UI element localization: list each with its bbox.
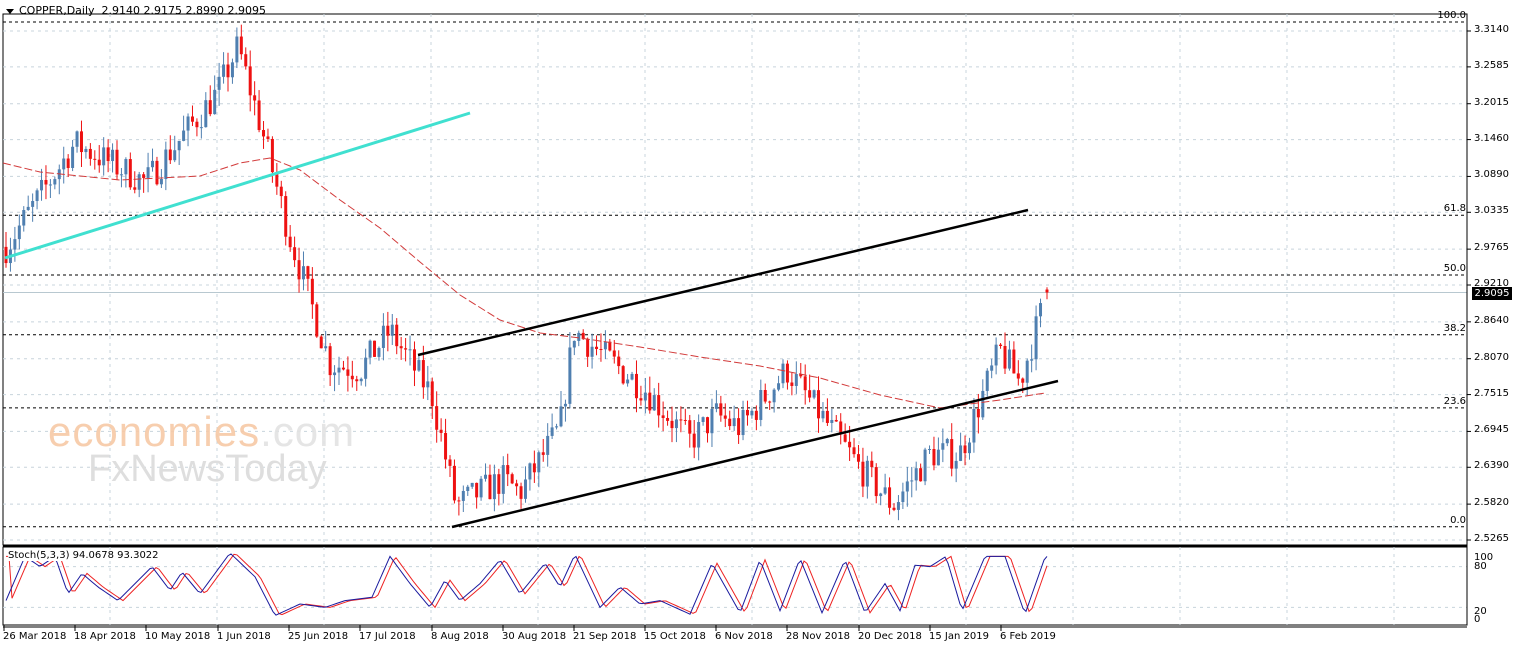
price-tick-label: 3.1460 [1474,132,1509,144]
date-tick-label: 20 Dec 2018 [858,631,922,642]
date-tick-label: 28 Nov 2018 [786,631,851,642]
date-tick-label: 1 Jun 2018 [217,631,271,642]
date-tick-label: 15 Jan 2019 [929,631,989,642]
date-tick-label: 17 Jul 2018 [359,631,416,642]
stoch-main-line [5,553,1048,616]
symbol-label: COPPER,Daily [19,4,95,17]
price-tick-label: 2.6390 [1474,460,1509,472]
candlesticks[interactable] [4,24,1049,521]
price-tick-label: 3.2585 [1474,59,1509,71]
dropdown-triangle-icon[interactable] [6,8,14,14]
fib-label: 0.0 [1450,514,1466,526]
date-tick-label: 15 Oct 2018 [644,631,706,642]
price-tick-label: 2.5265 [1474,533,1509,544]
date-tick-label: 6 Feb 2019 [1000,631,1056,642]
chart-title: COPPER,Daily 2.9140 2.9175 2.8990 2.9095 [6,4,266,17]
date-tick-label: 8 Aug 2018 [431,631,489,642]
watermark-fxnewstoday: FxNewsToday [88,448,327,490]
stoch-tick-label: 100 [1474,552,1494,563]
price-tick-label: 2.9210 [1474,278,1509,289]
date-tick-label: 6 Nov 2018 [715,631,773,642]
stoch-tick-label: 0 [1474,614,1481,625]
fib-label: 50.0 [1443,262,1466,274]
date-tick-label: 30 Aug 2018 [502,631,567,642]
fib-label: 61.8 [1443,203,1466,215]
stoch-tick-label: 20 [1474,606,1487,617]
price-tick-label: 2.8640 [1474,314,1509,326]
price-tick-label: 3.2015 [1474,96,1509,108]
stoch-pane[interactable] [2,546,1468,626]
ohlc-values: 2.9140 2.9175 2.8990 2.9095 [101,4,266,17]
current-price-tag: 2.9095 [1472,287,1512,300]
date-tick-label: 25 Jun 2018 [288,631,349,642]
price-tick-label: 3.0335 [1474,205,1509,217]
date-tick-label: 18 Apr 2018 [74,631,136,642]
watermark-economies: economies.com [48,408,356,455]
fib-label: 23.6 [1443,395,1466,407]
date-tick-label: 10 May 2018 [145,631,211,642]
channel-trendline[interactable] [451,379,1059,529]
stoch-signal-line [6,553,1048,616]
date-tick-label: 26 Mar 2018 [3,631,67,642]
channel-trendline[interactable] [417,208,1029,357]
fib-label: 38.2 [1443,322,1466,334]
price-tick-label: 2.6945 [1474,424,1509,436]
date-tick-label: 21 Sep 2018 [573,631,637,642]
moving-average-line[interactable] [2,157,1046,409]
price-tick-label: 2.7515 [1474,387,1509,399]
price-tick-label: 2.8070 [1474,351,1509,363]
price-tick-label: 2.9765 [1474,242,1509,254]
stoch-tick-label: 80 [1474,561,1487,572]
price-tick-label: 3.3140 [1474,24,1509,35]
fib-label: 100.0 [1437,9,1466,21]
price-tick-label: 2.5820 [1474,497,1509,509]
price-tick-label: 3.0890 [1474,169,1509,181]
cyan-trendline[interactable] [4,111,471,260]
stoch-indicator-label: Stoch(5,3,3) 94.0678 93.3022 [8,550,159,561]
